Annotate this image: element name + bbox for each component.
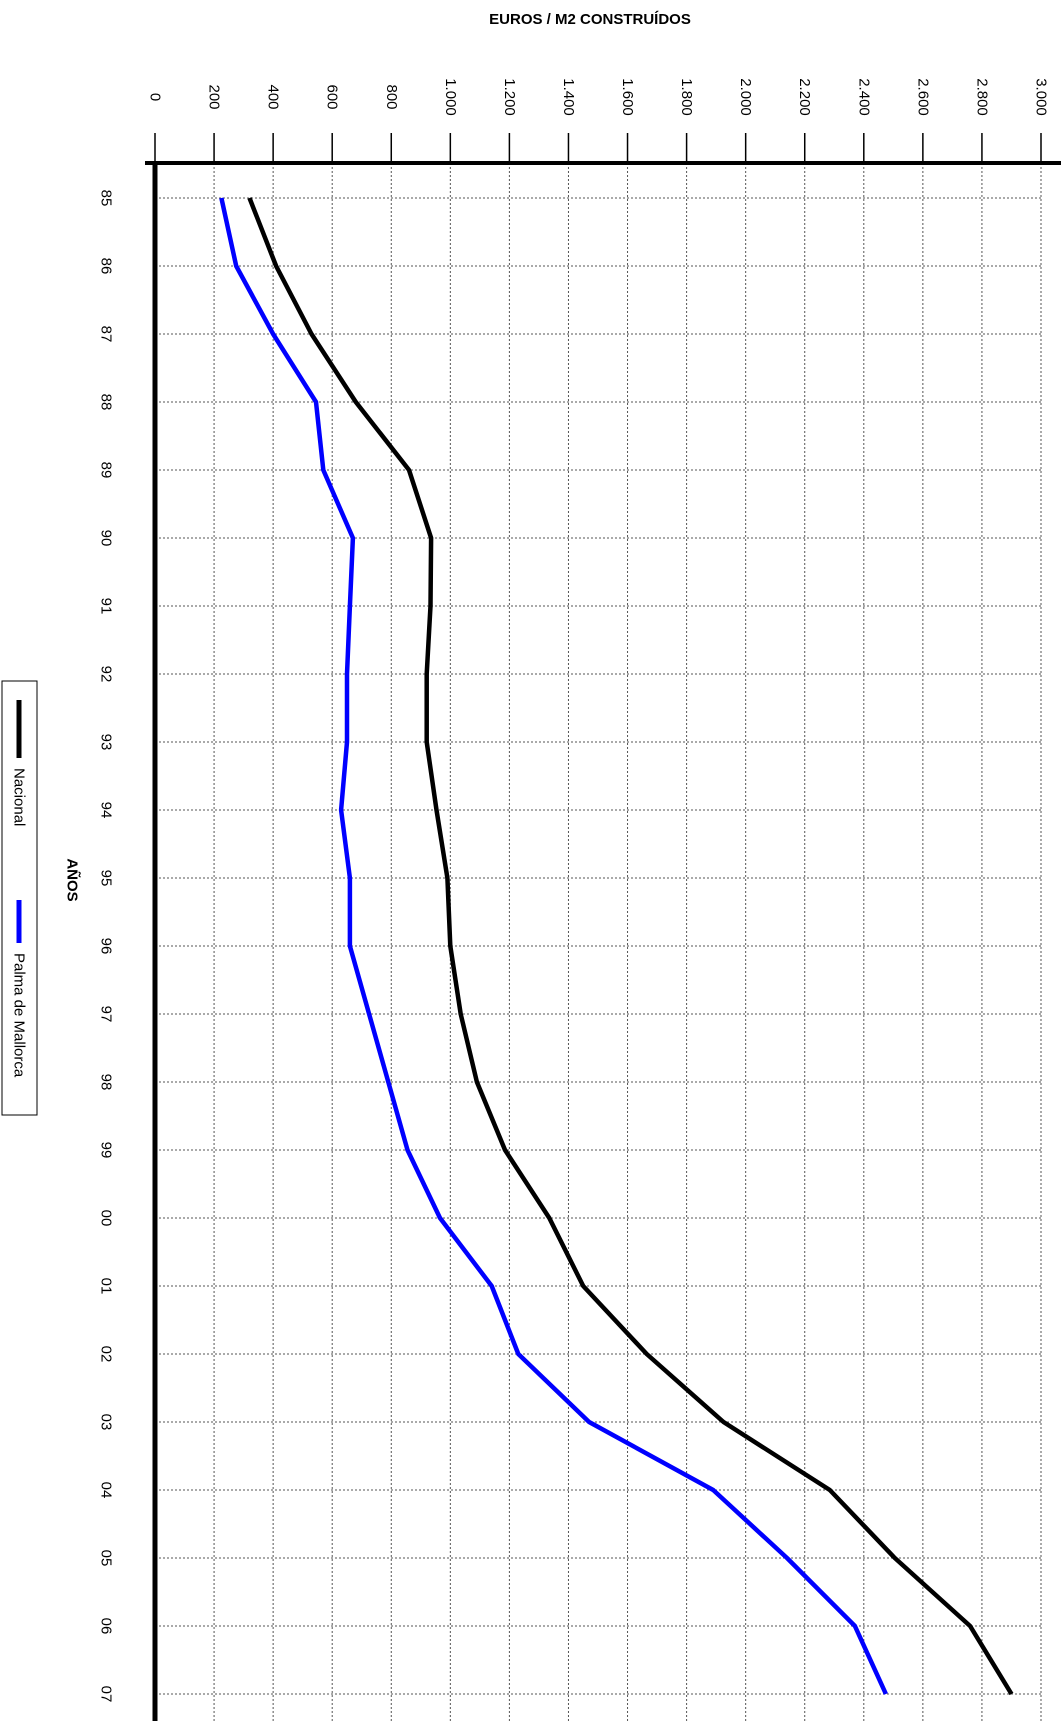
category-tick-label: 97 (98, 1006, 115, 1023)
category-tick-label: 95 (98, 870, 115, 887)
category-tick-label: 85 (98, 190, 115, 207)
series-lines (219, 197, 1014, 1696)
category-tick-label: 05 (98, 1550, 115, 1567)
legend-label: Palma de Mallorca (11, 953, 28, 1078)
category-tick-label: 94 (98, 802, 115, 819)
value-tick-label: 2.200 (796, 78, 813, 116)
category-tick-label: 01 (98, 1278, 115, 1295)
gridlines-category (155, 197, 1041, 1695)
category-tick-label: 02 (98, 1346, 115, 1363)
legend-box (1, 680, 38, 1116)
value-tick-label: 200 (206, 84, 223, 109)
value-tick-label: 3.000 (1033, 78, 1050, 116)
legend-label: Nacional (11, 768, 28, 826)
category-tick-labels: 85 86 87 88 89 90 91 92 93 94 95 96 97 98 99 00 01 02 03 04… (98, 190, 115, 1703)
value-tick-label: 600 (324, 84, 341, 109)
value-axis-title: EUROS / M2 CONSTRUÍDOS (489, 11, 691, 28)
value-tick-label: 400 (265, 84, 282, 109)
category-tick-label: 06 (98, 1618, 115, 1635)
series-line-nacional (247, 197, 1014, 1696)
axes (145, 133, 1061, 1721)
value-tick-label: 1.200 (501, 78, 518, 116)
value-tick-label: 1.400 (560, 78, 577, 116)
category-tick-label: 07 (98, 1686, 115, 1703)
category-tick-label: 87 (98, 326, 115, 343)
value-tick-label: 2.400 (855, 78, 872, 116)
value-tick-label: 2.800 (973, 78, 990, 116)
value-tick-label: 2.000 (737, 78, 754, 116)
legend: Nacional Palma de Mallorca (1, 680, 38, 1116)
value-tick-label: 0 (147, 93, 164, 101)
value-tick-label: 800 (383, 84, 400, 109)
category-tick-label: 90 (98, 530, 115, 547)
value-tick-labels: 0 200 400 600 800 1.000 1.200 1.400 1.600 1.800 2.… (147, 78, 1050, 116)
category-tick-label: 89 (98, 462, 115, 479)
category-tick-label: 03 (98, 1414, 115, 1431)
gridlines-value (213, 163, 1042, 1721)
series-line-palma-de-mallorca (219, 197, 888, 1695)
category-tick-label: 04 (98, 1482, 115, 1499)
category-tick-label: 88 (98, 394, 115, 411)
category-tick-label: 91 (98, 598, 115, 615)
category-tick-label: 96 (98, 938, 115, 955)
category-tick-label: 00 (98, 1210, 115, 1227)
category-axis-title: AÑOS (64, 858, 82, 901)
category-tick-label: 86 (98, 258, 115, 275)
value-tick-label: 1.800 (678, 78, 695, 116)
category-tick-label: 93 (98, 734, 115, 751)
value-tick-label: 2.600 (914, 78, 931, 116)
category-tick-label: 98 (98, 1074, 115, 1091)
category-tick-label: 99 (98, 1142, 115, 1159)
value-tick-label: 1.600 (619, 78, 636, 116)
value-tick-label: 1.000 (442, 78, 459, 116)
category-tick-label: 92 (98, 666, 115, 683)
